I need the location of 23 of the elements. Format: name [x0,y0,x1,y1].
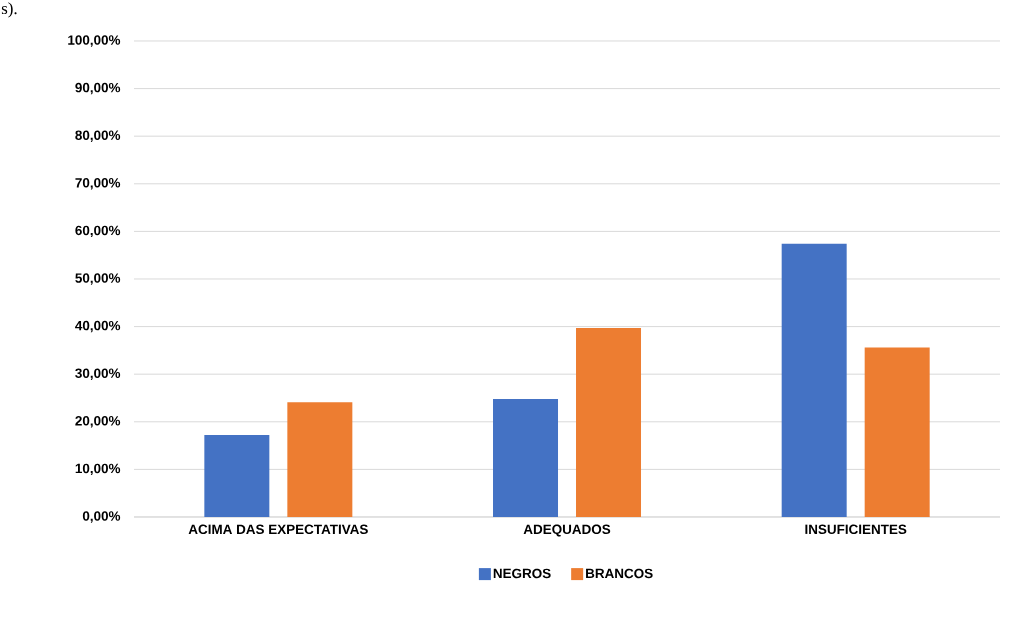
y-tick-label: 60,00% [75,225,121,238]
text: s). [1,2,17,18]
bar [204,435,270,517]
y-tick-label: 70,00% [75,178,121,190]
y-tick-label: 0,00% [82,511,121,523]
bar [781,243,847,517]
x-tick-label: ACIMA DAS EXPECTATIVAS [188,524,368,535]
bar [493,398,559,517]
y-tick-label: 30,00% [75,368,121,380]
y-tick-label: 100,00% [68,35,121,47]
bar [287,402,353,517]
bar [864,347,930,517]
y-tick-label: 90,00% [75,82,121,95]
y-tick-label: 80,00% [75,130,121,142]
y-tick-label: 20,00% [75,416,121,428]
x-tick-label: ADEQUADOS [523,524,611,537]
legend-label: BRANCOS [586,568,653,579]
y-tick-label: 50,00% [75,273,121,285]
x-tick-label: INSUFICIENTES [805,524,907,535]
bar [576,328,642,517]
y-tick-label: 10,00% [75,463,121,476]
legend-label: NEGROS [493,568,551,579]
y-tick-label: 40,00% [75,320,121,333]
